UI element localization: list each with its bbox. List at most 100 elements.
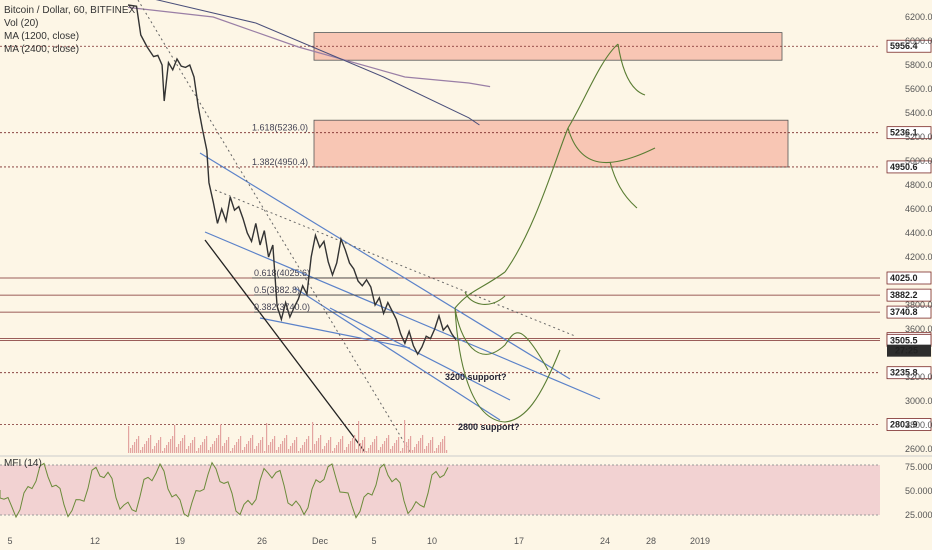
volume-bar <box>184 435 186 453</box>
volume-bar <box>150 435 152 453</box>
volume-indicator-label[interactable]: Vol (20) <box>4 18 39 29</box>
y-tick-label: 4400.0 <box>905 228 932 238</box>
projection-arrow[interactable] <box>609 161 638 209</box>
fib-level-label: 1.382(4950.4) <box>252 157 308 167</box>
price-level-value: 5956.4 <box>890 41 918 51</box>
volume-bar <box>288 449 290 453</box>
volume-bar <box>372 442 374 453</box>
volume-bar <box>376 436 378 453</box>
volume-bar <box>292 443 294 453</box>
volume-bar <box>204 439 206 453</box>
ma-2400-line[interactable] <box>128 0 480 126</box>
volume-bar <box>342 436 344 453</box>
volume-bar <box>142 447 144 453</box>
projection-arrow[interactable] <box>454 307 561 423</box>
ma-1200-line[interactable] <box>127 6 491 88</box>
volume-bar <box>312 422 314 453</box>
price-level-badge <box>886 418 932 431</box>
volume-bar <box>296 437 298 453</box>
price-series[interactable] <box>127 4 457 356</box>
projection-arrow[interactable] <box>464 291 506 305</box>
countdown-value: 27:25 <box>895 346 918 356</box>
x-tick-label: 17 <box>514 536 524 546</box>
y-tick-label: 6000.0 <box>905 36 932 46</box>
target-zone[interactable] <box>313 119 789 168</box>
volume-bar <box>414 447 416 453</box>
volume-bar <box>380 447 382 453</box>
volume-bar <box>426 446 428 453</box>
volume-bar <box>382 444 384 453</box>
y-tick-label: 5800.0 <box>905 60 932 70</box>
volume-bar <box>178 444 180 453</box>
volume-bar <box>156 443 158 453</box>
volume-bar <box>416 444 418 453</box>
volume-bar <box>386 438 388 453</box>
volume-bar <box>420 438 422 453</box>
symbol-title[interactable]: Bitcoin / Dollar, 60, BITFINEX <box>4 5 136 16</box>
mfi-indicator-label[interactable]: MFI (14) <box>4 458 42 469</box>
volume-bar <box>430 440 432 453</box>
x-tick-label: 28 <box>646 536 656 546</box>
trend-channel-line[interactable] <box>294 287 501 421</box>
volume-bar <box>136 439 138 453</box>
mfi-band <box>0 465 880 515</box>
volume-bar <box>392 446 394 453</box>
volume-bar <box>248 441 250 453</box>
volume-bar <box>324 446 326 453</box>
volume-bar <box>424 449 426 453</box>
price-level-value: 3740.8 <box>890 307 918 317</box>
volume-bar <box>328 440 330 453</box>
fib-level-label: 1.618(5236.0) <box>252 123 308 133</box>
volume-bar <box>406 442 408 453</box>
volume-bar <box>330 437 332 453</box>
trend-channel-line[interactable] <box>204 231 601 400</box>
y-tick-label: 5000.0 <box>905 156 932 166</box>
volume-bar <box>168 442 170 453</box>
volume-bar <box>138 436 140 453</box>
volume-bar <box>210 447 212 453</box>
price-level-badge <box>886 39 932 53</box>
fib-level-label: 0.382(3740.0) <box>254 302 310 312</box>
price-level-value: 4950.6 <box>890 162 918 172</box>
price-level-badge <box>886 288 932 302</box>
projection-arrow[interactable] <box>454 271 506 309</box>
volume-bar <box>232 448 234 453</box>
volume-bar <box>240 436 242 453</box>
ma-1200-label[interactable]: MA (1200, close) <box>4 31 80 42</box>
volume-bar <box>258 443 260 453</box>
projection-arrow[interactable] <box>617 43 646 96</box>
price-level-badge <box>886 160 932 174</box>
volume-bar <box>212 444 214 453</box>
price-level-badge <box>886 271 932 285</box>
projection-arrow[interactable] <box>504 127 569 273</box>
volume-bar <box>338 442 340 453</box>
trend-channel-line[interactable] <box>259 317 411 349</box>
volume-bar <box>332 451 334 453</box>
ma-2400-label[interactable]: MA (2400, close) <box>4 44 80 55</box>
mfi-line[interactable] <box>0 461 449 519</box>
price-level-value: 5236.1 <box>890 128 918 138</box>
dotted-diagonal[interactable] <box>137 0 411 453</box>
volume-bar <box>326 443 328 453</box>
projection-arrow[interactable] <box>454 307 549 371</box>
volume-bar <box>360 443 362 453</box>
downtrend-line[interactable] <box>204 239 366 453</box>
volume-bar <box>164 448 166 453</box>
y-tick-label: 3600.0 <box>905 324 932 334</box>
trend-channel-line[interactable] <box>199 152 571 380</box>
trend-channel-line[interactable] <box>329 307 511 401</box>
fib-level-label: 0.5(3882.8) <box>254 285 300 295</box>
volume-bar <box>336 445 338 453</box>
volume-bar <box>394 443 396 453</box>
volume-bar <box>320 435 322 453</box>
projection-arrow[interactable] <box>567 127 656 164</box>
projection-arrow[interactable] <box>567 43 619 129</box>
dotted-resistance[interactable] <box>214 189 576 337</box>
volume-bar <box>226 440 228 453</box>
volume-bar <box>264 451 266 453</box>
x-tick-label: 26 <box>257 536 267 546</box>
volume-bar <box>222 446 224 453</box>
countdown-badge <box>887 344 931 357</box>
